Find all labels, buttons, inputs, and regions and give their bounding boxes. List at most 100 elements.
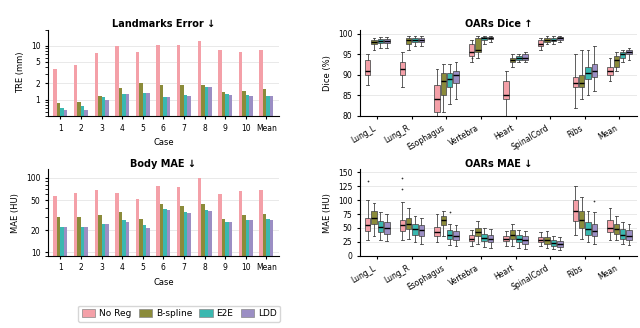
Bar bbox=[95, 191, 98, 328]
Bar bbox=[60, 227, 64, 328]
PathPatch shape bbox=[522, 54, 528, 60]
PathPatch shape bbox=[516, 235, 522, 242]
PathPatch shape bbox=[550, 38, 556, 41]
Bar bbox=[225, 221, 228, 328]
Bar bbox=[263, 214, 266, 328]
PathPatch shape bbox=[503, 81, 509, 99]
Title: OARs MAE ↓: OARs MAE ↓ bbox=[465, 159, 532, 169]
Bar bbox=[64, 227, 67, 328]
Bar bbox=[205, 87, 208, 328]
Bar bbox=[198, 41, 201, 328]
PathPatch shape bbox=[522, 236, 528, 244]
Bar bbox=[160, 204, 163, 328]
PathPatch shape bbox=[488, 36, 493, 39]
PathPatch shape bbox=[378, 221, 383, 233]
Bar bbox=[95, 53, 98, 328]
PathPatch shape bbox=[550, 240, 556, 246]
PathPatch shape bbox=[591, 65, 597, 77]
Bar bbox=[122, 93, 125, 328]
Bar bbox=[143, 92, 147, 328]
PathPatch shape bbox=[607, 220, 612, 233]
Bar bbox=[84, 227, 88, 328]
Bar bbox=[177, 45, 180, 328]
Bar bbox=[53, 69, 57, 328]
PathPatch shape bbox=[399, 62, 405, 75]
Bar bbox=[57, 103, 60, 328]
PathPatch shape bbox=[412, 38, 418, 42]
PathPatch shape bbox=[481, 234, 487, 241]
PathPatch shape bbox=[586, 222, 591, 235]
PathPatch shape bbox=[468, 235, 474, 241]
PathPatch shape bbox=[406, 218, 412, 229]
Bar bbox=[74, 194, 77, 328]
Bar bbox=[118, 88, 122, 328]
Bar bbox=[136, 51, 140, 328]
Bar bbox=[167, 97, 170, 328]
Bar bbox=[140, 219, 143, 328]
PathPatch shape bbox=[475, 38, 481, 52]
X-axis label: Case: Case bbox=[153, 278, 173, 287]
PathPatch shape bbox=[468, 44, 474, 56]
PathPatch shape bbox=[516, 56, 522, 60]
PathPatch shape bbox=[573, 77, 578, 87]
PathPatch shape bbox=[378, 39, 383, 43]
Title: Body MAE ↓: Body MAE ↓ bbox=[131, 159, 196, 169]
PathPatch shape bbox=[509, 58, 515, 62]
Bar bbox=[105, 224, 109, 328]
Bar bbox=[77, 217, 81, 328]
PathPatch shape bbox=[365, 60, 371, 75]
PathPatch shape bbox=[434, 85, 440, 112]
Bar bbox=[156, 186, 160, 328]
PathPatch shape bbox=[538, 237, 543, 242]
PathPatch shape bbox=[419, 225, 424, 236]
Bar bbox=[228, 221, 232, 328]
Bar bbox=[118, 212, 122, 328]
Bar bbox=[270, 220, 273, 328]
Bar bbox=[74, 65, 77, 328]
PathPatch shape bbox=[412, 223, 418, 235]
Bar bbox=[156, 45, 160, 328]
PathPatch shape bbox=[614, 56, 619, 67]
PathPatch shape bbox=[440, 73, 446, 95]
Bar bbox=[266, 96, 270, 328]
PathPatch shape bbox=[440, 216, 446, 225]
Bar bbox=[208, 87, 212, 328]
Bar bbox=[81, 227, 84, 328]
PathPatch shape bbox=[447, 73, 452, 87]
Bar bbox=[143, 225, 147, 328]
Bar bbox=[60, 108, 64, 328]
PathPatch shape bbox=[481, 37, 487, 40]
PathPatch shape bbox=[419, 38, 424, 42]
Y-axis label: Dice (%): Dice (%) bbox=[323, 55, 332, 91]
PathPatch shape bbox=[503, 236, 509, 241]
PathPatch shape bbox=[384, 39, 390, 43]
Bar bbox=[105, 100, 109, 328]
Bar bbox=[205, 210, 208, 328]
Bar bbox=[201, 204, 205, 328]
PathPatch shape bbox=[591, 223, 597, 236]
PathPatch shape bbox=[545, 237, 550, 244]
Bar bbox=[246, 95, 249, 328]
Y-axis label: MAE (HU): MAE (HU) bbox=[12, 193, 20, 233]
Bar bbox=[188, 96, 191, 328]
Bar bbox=[201, 85, 205, 328]
Bar bbox=[125, 93, 129, 328]
Bar bbox=[163, 209, 167, 328]
Bar bbox=[167, 210, 170, 328]
PathPatch shape bbox=[406, 38, 412, 44]
Bar bbox=[53, 195, 57, 328]
Bar bbox=[259, 50, 263, 328]
PathPatch shape bbox=[579, 75, 584, 87]
Bar bbox=[177, 187, 180, 328]
PathPatch shape bbox=[557, 241, 563, 247]
PathPatch shape bbox=[371, 40, 377, 44]
Bar bbox=[98, 96, 102, 328]
Legend: No Reg, B-spline, E2E, LDD: No Reg, B-spline, E2E, LDD bbox=[78, 306, 280, 322]
PathPatch shape bbox=[399, 220, 405, 231]
Bar bbox=[249, 96, 253, 328]
Bar bbox=[184, 212, 188, 328]
PathPatch shape bbox=[627, 50, 632, 54]
Bar bbox=[77, 102, 81, 328]
Bar bbox=[180, 206, 184, 328]
Bar bbox=[259, 191, 263, 328]
